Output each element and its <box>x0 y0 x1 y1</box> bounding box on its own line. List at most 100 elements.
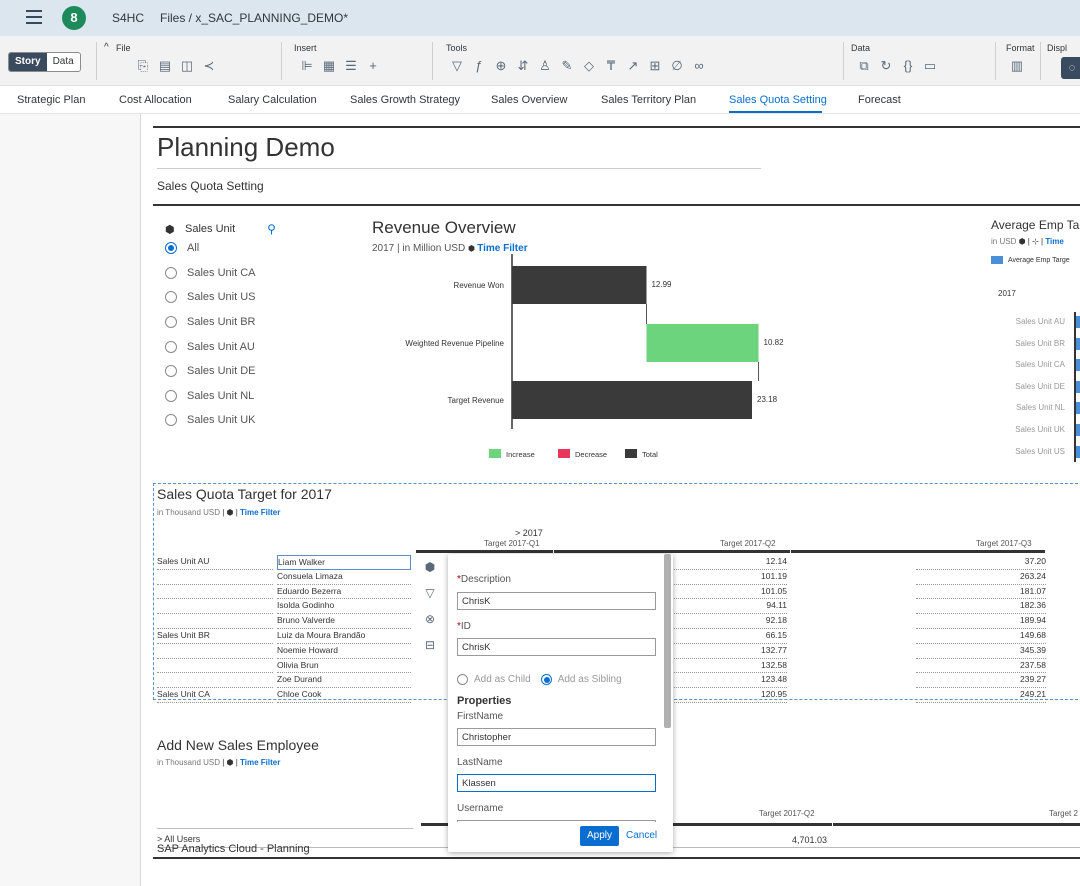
employee-name-cell[interactable]: Liam Walker <box>277 555 411 570</box>
sales-unit-cell[interactable] <box>157 644 273 659</box>
q3-value-cell[interactable]: 239.27 <box>916 673 1046 689</box>
apply-button[interactable]: Apply <box>580 826 619 846</box>
sales-unit-cell[interactable] <box>157 585 273 600</box>
lastname-input[interactable]: Klassen <box>457 774 656 792</box>
add-column-header-q2[interactable]: Target 2017-Q2 <box>759 809 815 818</box>
input-control-icon[interactable]: ☰ <box>345 58 357 73</box>
breadcrumb[interactable]: Files / x_SAC_PLANNING_DEMO* <box>160 11 349 25</box>
q3-value-cell[interactable]: 37.20 <box>916 555 1046 570</box>
comment-icon[interactable]: ◌ <box>1061 57 1080 79</box>
sales-unit-cell[interactable]: Sales Unit AU <box>157 555 273 570</box>
tab-forecast[interactable]: Forecast <box>858 94 901 106</box>
table-row[interactable]: Isolda Godinho 94.11 182.36 <box>157 599 1080 615</box>
filter-option[interactable]: Sales Unit AU <box>165 334 276 359</box>
q3-value-cell[interactable]: 345.39 <box>916 644 1046 659</box>
table-icon[interactable]: ▦ <box>322 58 336 73</box>
employee-name-cell[interactable]: Olivia Brun <box>277 659 411 674</box>
quota-time-filter-link[interactable]: Time Filter <box>240 508 281 517</box>
filter-radio[interactable] <box>165 242 177 255</box>
chart-bar[interactable] <box>512 381 752 419</box>
search-icon[interactable]: ⚲ <box>267 222 276 236</box>
q3-value-cell[interactable]: 249.21 <box>916 688 1046 703</box>
avg-bar[interactable] <box>1076 445 1080 458</box>
cancel-button[interactable]: Cancel <box>626 830 658 841</box>
avg-bar[interactable] <box>1076 337 1080 350</box>
q3-value-cell[interactable]: 181.07 <box>916 585 1046 600</box>
refresh-icon[interactable]: ↻ <box>880 58 892 73</box>
all-users-value[interactable]: 4,701.03 <box>791 835 827 845</box>
braces-icon[interactable]: {} <box>903 58 913 73</box>
filter-option[interactable]: Sales Unit US <box>165 285 276 310</box>
table-row[interactable]: Zoe Durand 123.48 239.27 <box>157 673 1080 689</box>
story-toggle-button[interactable]: Story <box>9 53 47 71</box>
q3-value-cell[interactable]: 263.24 <box>916 570 1046 585</box>
filter-icon[interactable]: ▽ <box>425 586 435 600</box>
employee-name-cell[interactable]: Consuela Limaza <box>277 570 411 585</box>
q2-value-cell[interactable]: 132.77 <box>657 644 787 659</box>
filter-radio[interactable] <box>165 316 177 329</box>
avg-bar[interactable] <box>1076 359 1080 372</box>
panel-scrollbar[interactable] <box>664 554 671 728</box>
filter-option[interactable]: Sales Unit CA <box>165 261 276 286</box>
firstname-input[interactable]: Christopher <box>457 728 656 746</box>
q2-value-cell[interactable]: 101.05 <box>657 585 787 600</box>
table-row[interactable]: Sales Unit AU Liam Walker 12.14 37.20 <box>157 555 1080 570</box>
share-icon[interactable]: ≺ <box>203 58 215 73</box>
hierarchy-icon[interactable]: ♙ <box>539 58 551 73</box>
filter-option[interactable]: All <box>165 236 276 261</box>
q3-value-cell[interactable]: 182.36 <box>916 599 1046 615</box>
tab-cost-allocation[interactable]: Cost Allocation <box>119 94 192 106</box>
q2-value-cell[interactable]: 123.48 <box>657 673 787 689</box>
all-users-row[interactable]: > All Users <box>157 834 201 844</box>
chart-bar[interactable] <box>512 266 647 304</box>
employee-name-cell[interactable]: Zoe Durand <box>277 673 411 689</box>
planning-icon[interactable]: ⊕ <box>495 58 507 73</box>
filter-radio[interactable] <box>165 266 177 279</box>
filter-icon[interactable]: ▽ <box>452 58 462 73</box>
employee-name-cell[interactable]: Noemie Howard <box>277 644 411 659</box>
q2-value-cell[interactable]: 66.15 <box>657 629 787 644</box>
chart-bar[interactable] <box>646 324 759 362</box>
column-header-q1[interactable]: Target 2017-Q1 <box>484 539 540 548</box>
table-row[interactable]: Bruno Valverde 92.18 189.94 <box>157 614 1080 629</box>
tab-strategic-plan[interactable]: Strategic Plan <box>17 94 86 106</box>
sales-unit-cell[interactable]: Sales Unit BR <box>157 629 273 644</box>
filter-radio[interactable] <box>165 365 177 378</box>
table-row[interactable]: Olivia Brun 132.58 237.58 <box>157 659 1080 674</box>
table-row[interactable]: Eduardo Bezerra 101.05 181.07 <box>157 585 1080 600</box>
column-header-q2[interactable]: Target 2017-Q2 <box>720 539 776 548</box>
tab-sales-quota-setting[interactable]: Sales Quota Setting <box>729 94 827 106</box>
tab-salary-calculation[interactable]: Salary Calculation <box>228 94 317 106</box>
menu-icon[interactable] <box>26 10 42 24</box>
save-icon[interactable]: ▤ <box>158 58 172 73</box>
trend-icon[interactable]: ↗ <box>627 58 639 73</box>
tab-sales-territory-plan[interactable]: Sales Territory Plan <box>601 94 697 106</box>
time-filter-link[interactable]: Time Filter <box>477 243 528 254</box>
story-data-toggle[interactable]: Story Data <box>8 52 81 72</box>
avg-bar[interactable] <box>1076 424 1080 436</box>
q3-value-cell[interactable]: 237.58 <box>916 659 1046 674</box>
export-icon[interactable]: ◫ <box>180 58 194 73</box>
edit-icon[interactable]: ✎ <box>561 58 573 73</box>
table-row[interactable]: Noemie Howard 132.77 345.39 <box>157 644 1080 659</box>
data-toggle-button[interactable]: Data <box>46 53 80 71</box>
q2-value-cell[interactable]: 12.14 <box>657 555 787 570</box>
table-row[interactable]: Sales Unit BR Luiz da Moura Brandão 66.15 1… <box>157 629 1080 644</box>
avg-bar[interactable] <box>1076 402 1080 415</box>
filter-option[interactable]: Sales Unit NL <box>165 384 276 409</box>
add-icon[interactable]: + <box>369 58 377 73</box>
description-input[interactable]: ChrisK <box>457 592 656 610</box>
collapse-toolbar-icon[interactable]: ^ <box>104 42 109 53</box>
insert-row-icon[interactable]: ⊟ <box>424 638 436 652</box>
sales-unit-cell[interactable] <box>157 570 273 585</box>
link-icon[interactable]: ∞ <box>694 58 704 73</box>
add-as-child-radio[interactable] <box>457 674 468 685</box>
employee-name-cell[interactable]: Bruno Valverde <box>277 614 411 629</box>
table-row[interactable]: Consuela Limaza 101.19 263.24 <box>157 570 1080 585</box>
employee-name-cell[interactable]: Isolda Godinho <box>277 599 411 615</box>
sales-unit-cell[interactable] <box>157 673 273 689</box>
preview-icon[interactable]: ▭ <box>923 58 937 73</box>
add-as-sibling-radio[interactable] <box>540 674 552 685</box>
q3-value-cell[interactable]: 189.94 <box>916 614 1046 629</box>
sort-icon[interactable]: ⇵ <box>517 58 529 73</box>
